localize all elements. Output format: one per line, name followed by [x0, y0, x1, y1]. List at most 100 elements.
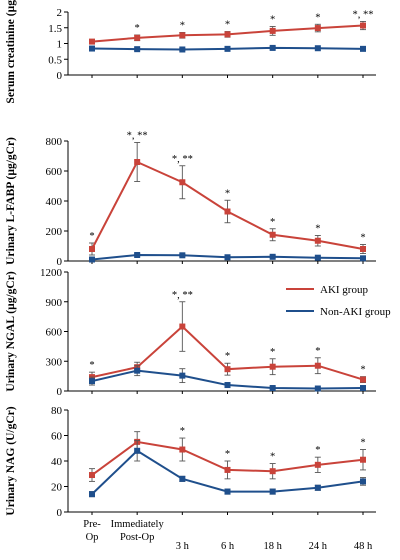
- y-tick-label: 80: [51, 405, 63, 417]
- chart-panel-3: 0 300 600 900 1200 Urinary NGAL (µg/gCr) * *, *…: [5, 267, 391, 398]
- data-point: [179, 475, 186, 482]
- y-tick-label: 600: [46, 327, 63, 339]
- significance-label: *: [180, 426, 185, 437]
- data-point: [269, 27, 276, 34]
- y-tick-label: 0: [57, 70, 63, 82]
- significance-label: *: [270, 14, 275, 25]
- y-tick-label: 600: [46, 166, 63, 178]
- data-point: [179, 323, 186, 330]
- series-non-aki: [89, 365, 366, 392]
- data-point: [134, 252, 141, 258]
- x-tick-label-line: 18 h: [263, 541, 282, 552]
- series-non-aki: [89, 440, 366, 498]
- data-point: [314, 362, 321, 369]
- x-tick-label-line: 48 h: [354, 541, 373, 552]
- data-point: [179, 446, 186, 453]
- data-point: [134, 34, 141, 41]
- significance-label: *: [180, 20, 185, 31]
- data-point: [269, 363, 276, 370]
- y-tick-label: 0: [57, 386, 63, 398]
- significance-label: *: [315, 346, 320, 357]
- data-point: [224, 208, 231, 215]
- data-point: [89, 378, 95, 385]
- x-tick-label: Immediately Post-Op: [111, 519, 165, 543]
- chart-panel-4: 0 20 40 60 80 Urinary NAG (U/gCr) * * * * * Pre- Op I…: [5, 405, 376, 552]
- y-tick-label: 900: [46, 297, 63, 309]
- data-point: [89, 472, 95, 479]
- data-point: [224, 366, 231, 373]
- y-tick-label: 40: [51, 456, 63, 468]
- significance-label: *: [360, 233, 365, 244]
- legend-label: AKI group: [320, 284, 368, 296]
- y-axis-label: Urinary NAG (U/gCr): [5, 406, 17, 515]
- data-point: [134, 447, 141, 454]
- y-tick-label: 200: [46, 226, 63, 238]
- significance-label: *: [225, 351, 230, 362]
- data-point: [360, 22, 366, 29]
- data-point: [179, 179, 186, 186]
- significance-label: *: [315, 445, 320, 456]
- x-tick-label-line: Immediately: [111, 519, 165, 530]
- data-point: [269, 468, 276, 475]
- significance-label: *: [315, 224, 320, 235]
- data-point: [179, 32, 186, 39]
- significance-label: *, **: [353, 9, 374, 20]
- significance-label: *: [225, 188, 230, 199]
- data-point: [89, 246, 95, 252]
- data-point: [89, 45, 95, 52]
- data-point: [134, 367, 141, 374]
- data-point: [269, 253, 276, 260]
- x-tick-label: 24 h: [309, 541, 328, 552]
- significance-label: *: [315, 12, 320, 23]
- y-tick-label: 800: [46, 136, 63, 148]
- legend: AKI group Non-AKI group: [286, 284, 391, 318]
- y-axis-label: Urinary NGAL (µg/gCr): [5, 271, 17, 392]
- x-tick-label-line: 6 h: [221, 541, 235, 552]
- data-point: [360, 456, 366, 463]
- series-aki: [89, 21, 366, 45]
- significance-label: *: [225, 20, 230, 31]
- data-point: [224, 382, 231, 389]
- significance-label: *: [225, 449, 230, 460]
- x-tick-label: Pre- Op: [83, 519, 101, 543]
- chart-panel-2: 0 200 400 600 800 Urinary L-FABP (µg/gCr) * *, …: [5, 131, 376, 268]
- data-point: [269, 44, 276, 51]
- data-point: [89, 491, 95, 498]
- data-point: [314, 25, 321, 32]
- significance-label: *: [89, 231, 94, 242]
- significance-label: *: [135, 23, 140, 34]
- significance-label: *: [270, 452, 275, 463]
- y-tick-label: 1200: [40, 267, 63, 279]
- data-point: [134, 159, 141, 165]
- x-tick-label-line: 3 h: [176, 541, 190, 552]
- data-point: [314, 461, 321, 468]
- data-point: [314, 237, 321, 244]
- y-tick-label: 1: [57, 39, 63, 51]
- y-tick-label: 300: [46, 356, 63, 368]
- y-axis-label: Serum creatinine (µg/dl): [5, 0, 17, 104]
- data-point: [360, 45, 366, 52]
- significance-label: *, **: [172, 154, 193, 165]
- x-tick-label: 3 h: [176, 541, 190, 552]
- significance-label: *, **: [127, 131, 148, 142]
- y-tick-label: 0: [57, 507, 63, 519]
- data-point: [314, 45, 321, 52]
- series-non-aki: [89, 252, 366, 263]
- data-point: [314, 484, 321, 491]
- data-point: [224, 254, 231, 261]
- y-tick-label: 0.5: [48, 54, 62, 66]
- y-tick-label: 2: [57, 7, 63, 19]
- data-point: [179, 46, 186, 53]
- data-point: [269, 488, 276, 495]
- data-point: [89, 38, 95, 45]
- series-non-aki: [89, 44, 366, 53]
- data-point: [269, 385, 276, 392]
- data-point: [360, 385, 366, 392]
- data-point: [269, 231, 276, 238]
- y-tick-label: 20: [51, 482, 63, 494]
- chart-panel-1: 0 0.5 1 1.5 2 Serum creatinine (µg/dl) * * * * * *,…: [5, 0, 376, 104]
- x-tick-label: 6 h: [221, 541, 235, 552]
- data-point: [89, 256, 95, 263]
- x-tick-label: 18 h: [263, 541, 282, 552]
- data-point: [360, 255, 366, 262]
